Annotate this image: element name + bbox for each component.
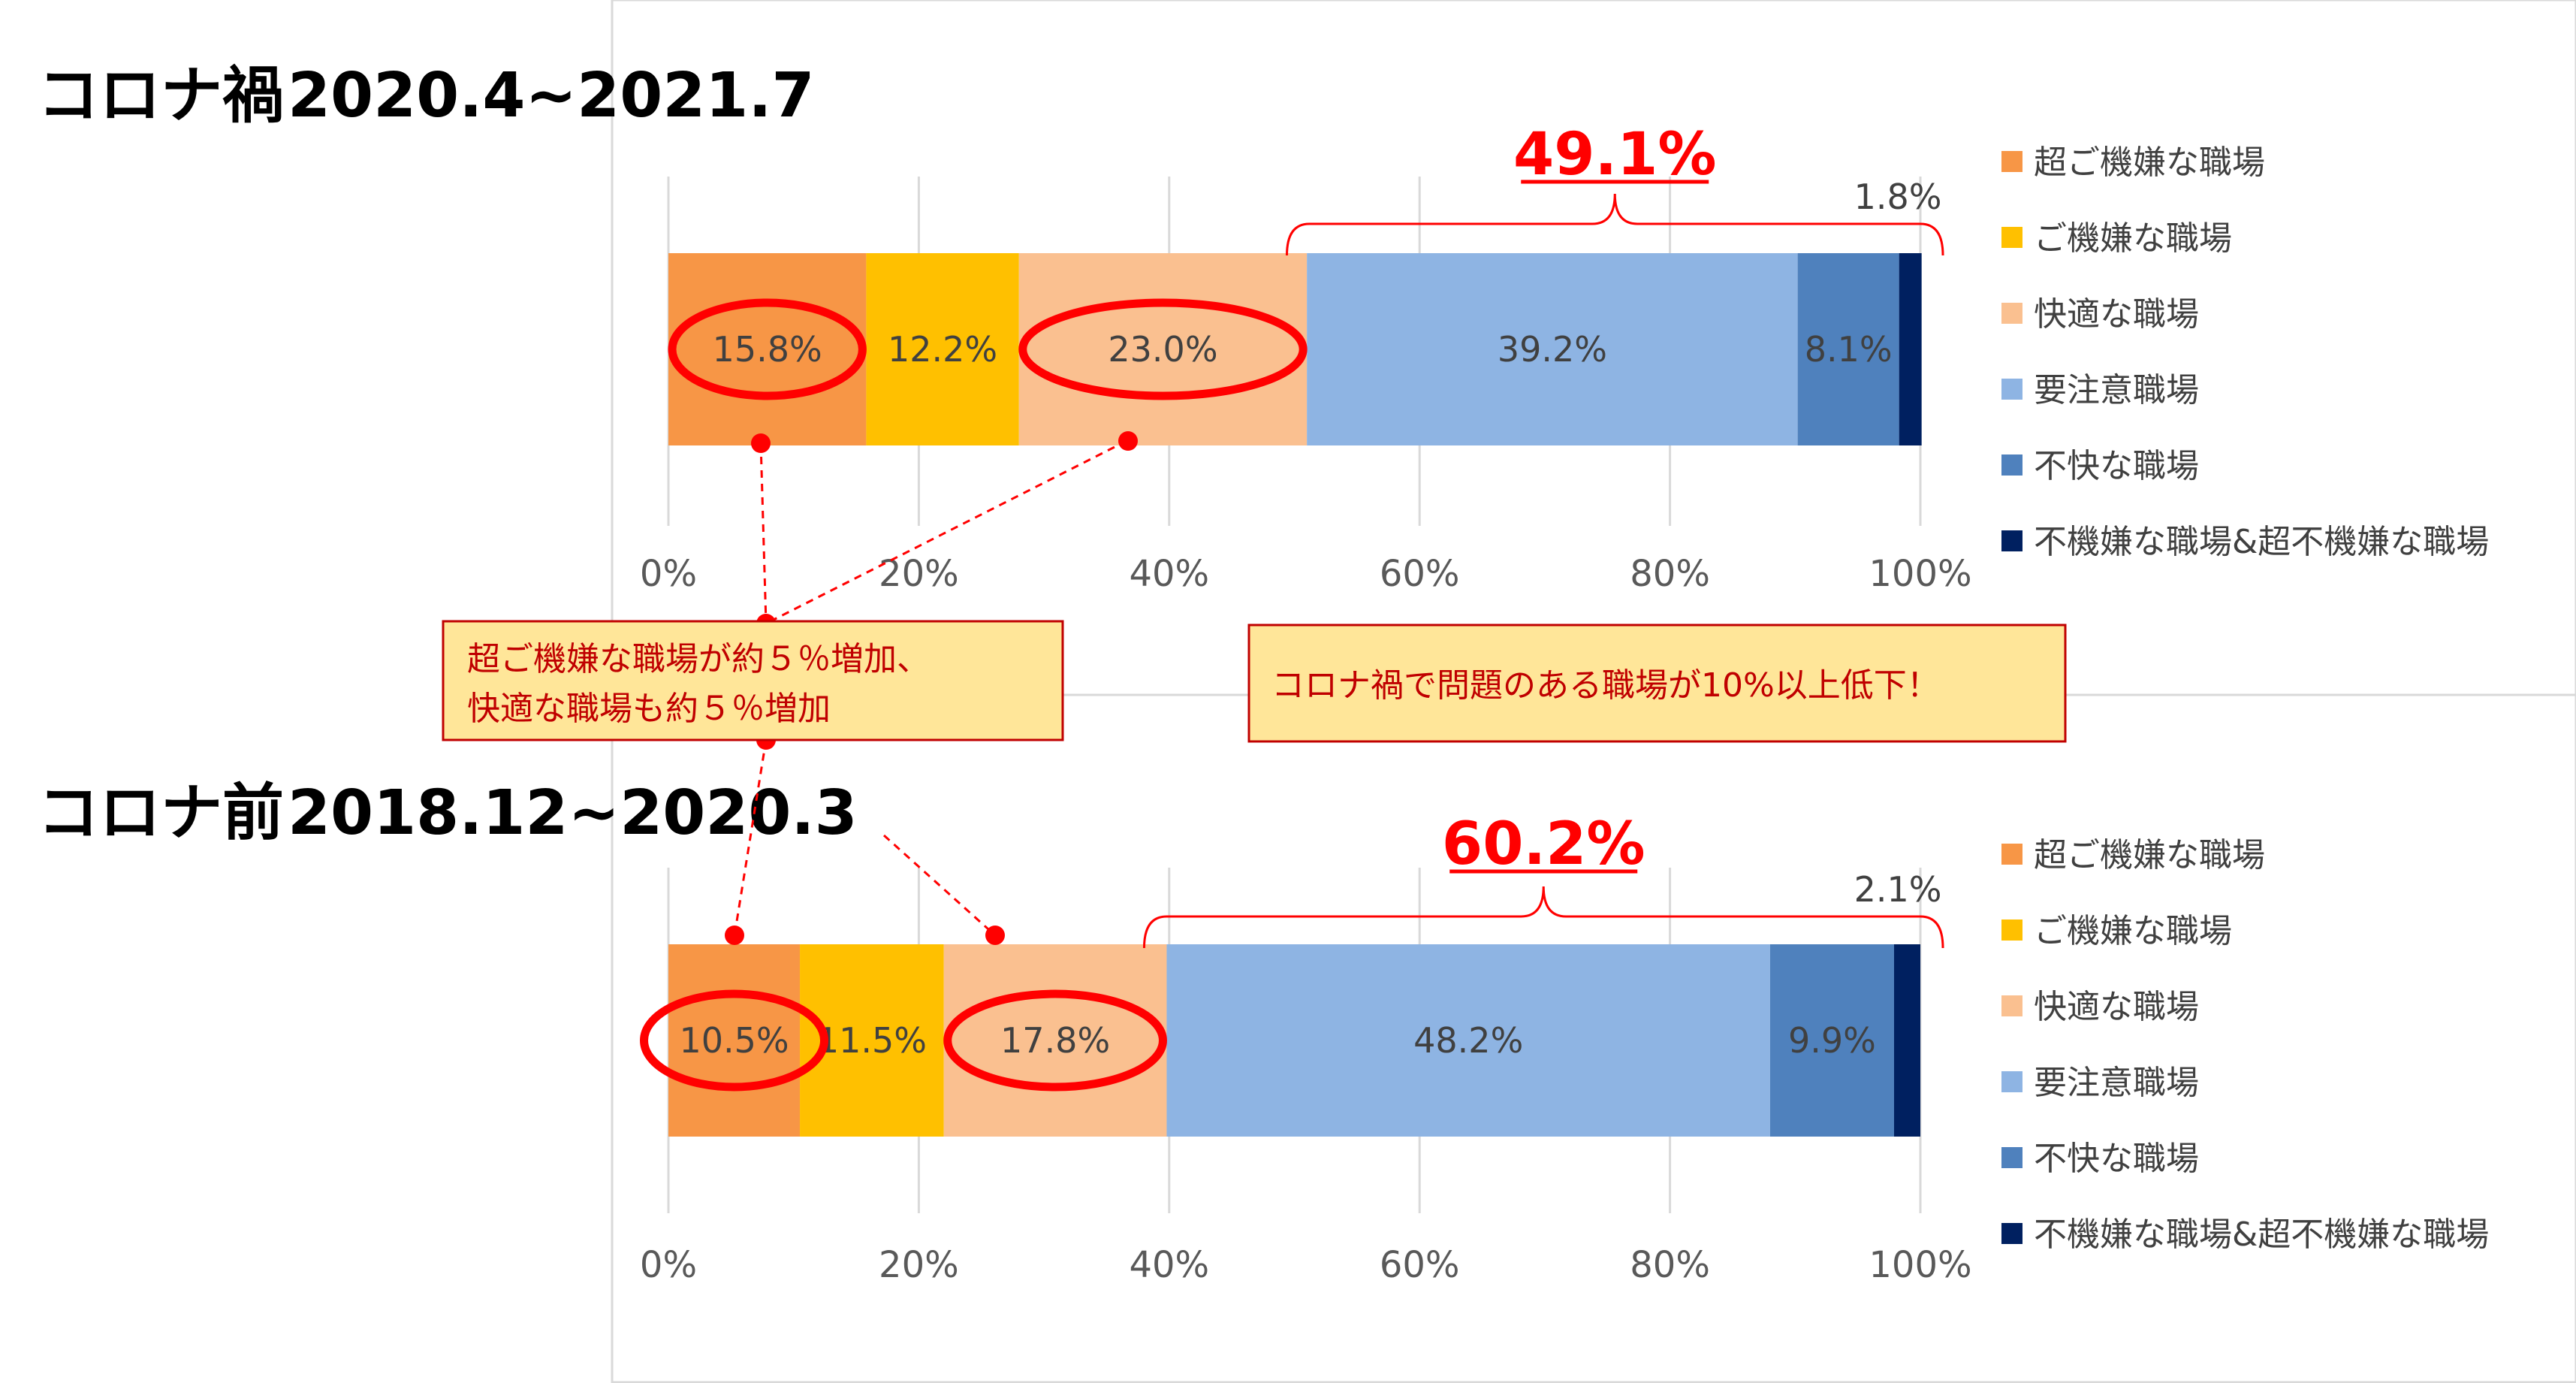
x-tick-label: 60%	[1380, 1244, 1460, 1286]
legend-label: 不機嫌な職場&超不機嫌な職場	[2034, 1215, 2489, 1254]
legend-label: 要注意職場	[2034, 1064, 2199, 1102]
legend-label: ご機嫌な職場	[2034, 219, 2232, 258]
connector-lines	[733, 439, 1127, 937]
legend-swatch	[2001, 227, 2022, 248]
data-label: 12.2%	[888, 329, 997, 370]
x-tick-label: 80%	[1630, 1244, 1710, 1286]
highlight-ellipse	[943, 989, 1167, 1092]
bar-segment	[1893, 944, 1920, 1137]
legend-label: 不快な職場	[2034, 447, 2199, 485]
legend-swatch	[2001, 995, 2022, 1016]
bracket-total-label: 60.2%	[1442, 811, 1645, 878]
chart-title-top-a: コロナ禍	[38, 60, 284, 131]
legend-swatch	[2001, 919, 2022, 941]
callout-left-line-2: 快適な職場も約５％増加	[467, 690, 831, 728]
bar-segment	[943, 944, 1167, 1137]
callout-left: 超ご機嫌な職場が約５％増加、 快適な職場も約５％増加	[442, 620, 1064, 741]
chart-bottom: 0% 20% 40% 60% 80% 100% 10.5% 11.5% 17.8% 48.2% 9.…	[640, 811, 2489, 1286]
callout-right-text: コロナ禍で問題のある職場が10%以上低下！	[1271, 666, 1940, 705]
x-tick-label: 80%	[1630, 553, 1710, 595]
x-tick-label: 0%	[640, 553, 697, 595]
bar-segment	[1899, 253, 1922, 445]
data-label: 8.1%	[1805, 329, 1893, 370]
bar-segment	[1018, 253, 1308, 445]
data-label: 11.5%	[817, 1020, 927, 1061]
bar-segment	[668, 944, 801, 1137]
legend-label: 超ご機嫌な職場	[2034, 143, 2265, 182]
legend-swatch	[2001, 454, 2022, 476]
small-segment-label: 1.8%	[1854, 177, 1942, 217]
connector-dot	[1118, 431, 1138, 451]
connector-dot	[725, 926, 744, 945]
data-label: 15.8%	[713, 329, 822, 370]
legend-swatch	[2001, 151, 2022, 172]
data-label: 10.5%	[679, 1020, 789, 1061]
legend-label: 要注意職場	[2034, 371, 2199, 409]
x-tick-label: 60%	[1380, 553, 1460, 595]
small-segment-label: 2.1%	[1854, 869, 1942, 910]
legend-swatch	[2001, 530, 2022, 551]
chart-title-top-b: 2020.4~2021.7	[288, 60, 815, 131]
data-label: 39.2%	[1498, 329, 1607, 370]
connector-dot	[751, 433, 771, 453]
callout-right: コロナ禍で問題のある職場が10%以上低下！	[1247, 624, 2067, 743]
data-label: 17.8%	[1000, 1020, 1110, 1061]
legend-label: ご機嫌な職場	[2034, 912, 2232, 950]
bar-segment	[668, 253, 867, 445]
x-tick-label: 40%	[1129, 553, 1209, 595]
connector-line-1	[759, 442, 768, 624]
callout-left-line-1: 超ご機嫌な職場が約５％増加、	[467, 640, 930, 678]
x-tick-label: 0%	[640, 1244, 697, 1286]
legend-label: 快適な職場	[2034, 988, 2199, 1026]
legend-label: 不機嫌な職場&超不機嫌な職場	[2034, 523, 2489, 561]
bracket	[1286, 193, 1944, 256]
legend-label: 超ご機嫌な職場	[2034, 836, 2265, 874]
connector-line-3	[733, 739, 768, 936]
legend-label: 不快な職場	[2034, 1140, 2199, 1178]
data-label: 9.9%	[1788, 1020, 1876, 1061]
connector-line-2	[765, 439, 1127, 625]
legend-swatch	[2001, 303, 2022, 324]
connector-line-4	[882, 834, 997, 937]
highlight-ellipse	[640, 989, 829, 1092]
chart-top: 0% 20% 40% 60% 80% 100%15.8% 12.2% 23.0% 39.2% 8.…	[640, 121, 2489, 595]
callout-left-box	[442, 620, 1064, 741]
bar-segment	[1307, 253, 1798, 445]
highlight-ellipse	[668, 298, 867, 400]
bar-segment	[1769, 944, 1894, 1137]
x-tick-label: 40%	[1129, 1244, 1209, 1286]
chart-title-bottom-a: コロナ前	[38, 778, 284, 849]
legend-swatch	[2001, 1147, 2022, 1168]
legend-label: 快適な職場	[2034, 295, 2199, 334]
bar-segment	[1166, 944, 1770, 1137]
connector-dot	[985, 926, 1005, 945]
legend-swatch	[2001, 844, 2022, 865]
callout-right-box	[1247, 624, 2067, 743]
bracket-total-label: 49.1%	[1513, 121, 1717, 189]
x-tick-label: 100%	[1869, 553, 1971, 595]
bracket	[1142, 886, 1944, 949]
legend-swatch	[2001, 1071, 2022, 1092]
legend-swatch	[2001, 1223, 2022, 1244]
data-label: 23.0%	[1108, 329, 1217, 370]
bar-segment	[866, 253, 1019, 445]
chart-title-bottom-b: 2018.12~2020.3	[288, 778, 858, 849]
highlight-ellipse	[1018, 298, 1308, 400]
legend-swatch	[2001, 379, 2022, 400]
data-label: 48.2%	[1413, 1020, 1523, 1061]
bar-segment	[1797, 253, 1899, 445]
x-tick-label: 100%	[1869, 1244, 1971, 1286]
x-tick-label: 20%	[879, 1244, 959, 1286]
